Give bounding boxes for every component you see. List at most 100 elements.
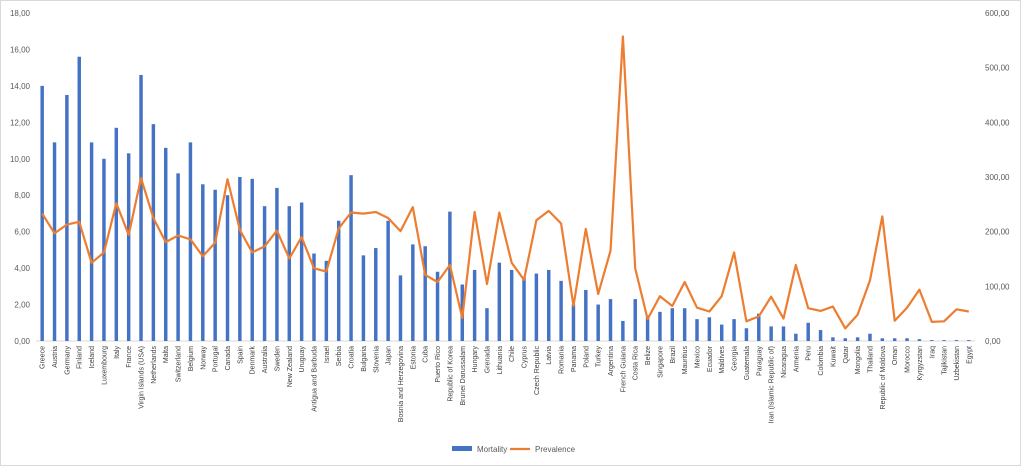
bar-mortality: [954, 340, 959, 341]
bar-mortality: [719, 324, 724, 341]
bar-mortality: [547, 269, 551, 341]
x-category-label: Finland: [77, 346, 84, 369]
bar-mortality: [806, 322, 810, 341]
legend-label-prevalence: Prevalence: [535, 445, 576, 454]
y-right-tick-label: 100,00: [985, 282, 1010, 291]
bar-mortality: [188, 142, 193, 341]
bar-mortality: [299, 202, 304, 341]
bar-mortality: [892, 338, 897, 341]
bar-mortality: [559, 280, 563, 341]
x-category-label: Guatemala: [744, 346, 751, 380]
bar-mortality: [818, 330, 823, 341]
bar-mortality: [967, 340, 971, 341]
bar-mortality: [349, 175, 353, 341]
bar-mortality: [584, 289, 588, 341]
x-category-label: Morocco: [905, 346, 912, 373]
x-category-label: Maldives: [719, 346, 726, 374]
bar-mortality: [201, 184, 205, 341]
bar-mortality: [151, 124, 156, 342]
bar-mortality: [324, 260, 329, 341]
bar-mortality: [534, 273, 539, 341]
x-category-label: Antigua and Barbuda: [311, 346, 318, 412]
x-category-label: French Guiana: [620, 346, 627, 392]
bar-mortality: [386, 220, 390, 341]
y-left-tick-label: 14,00: [10, 82, 31, 91]
x-category-label: Denmark: [250, 346, 257, 375]
bar-mortality: [757, 313, 761, 341]
bar-mortality: [448, 211, 452, 341]
bar-mortality: [52, 142, 57, 341]
bar-mortality: [238, 177, 242, 341]
bar-mortality: [942, 340, 946, 341]
bar-mortality: [732, 319, 736, 341]
bar-mortality: [374, 248, 378, 341]
bar-mortality: [213, 189, 217, 341]
x-category-label: Puerto Rico: [435, 346, 442, 383]
x-category-label: Turkey: [596, 346, 603, 368]
bar-mortality: [472, 269, 477, 341]
bar-mortality: [794, 333, 798, 341]
x-category-label: Estonia: [410, 346, 417, 369]
x-category-label: Argentina: [608, 346, 615, 376]
y-left-tick-label: 12,00: [10, 118, 31, 127]
x-category-label: Australia: [262, 346, 269, 373]
bar-mortality: [40, 85, 44, 341]
bar-mortality: [485, 308, 489, 341]
x-category-label: Sweden: [274, 346, 281, 371]
x-category-label: Iceland: [89, 346, 96, 369]
x-category-label: Romania: [559, 346, 566, 374]
bar-mortality: [905, 338, 909, 341]
x-category-label: Mexico: [695, 346, 702, 368]
bar-mortality: [65, 95, 69, 341]
bar-mortality: [868, 333, 872, 341]
x-category-label: Luxembourg: [101, 346, 108, 385]
x-category-label: Ecuador: [707, 345, 714, 372]
bar-mortality: [423, 246, 427, 341]
x-category-label: Iran (Islamic Republic of): [769, 346, 776, 423]
bar-mortality: [744, 328, 749, 341]
x-category-label: Portugal: [213, 346, 220, 373]
x-category-label: Italy: [114, 346, 121, 359]
x-category-label: Kuwait: [830, 346, 837, 367]
bar-mortality: [880, 338, 885, 341]
x-category-label: Japan: [386, 346, 393, 365]
bar-mortality: [608, 299, 613, 341]
bar-mortality: [682, 308, 687, 341]
x-category-label: Spain: [237, 346, 244, 364]
x-category-label: Norway: [200, 346, 207, 370]
bar-mortality: [633, 299, 637, 341]
x-category-label: Panama: [571, 346, 578, 372]
x-category-label: Iraq: [929, 346, 936, 358]
line-prevalence: [41, 35, 969, 330]
bar-mortality: [287, 206, 292, 341]
y-left-tick-label: 6,00: [14, 228, 30, 237]
x-category-label: Poland: [583, 346, 590, 368]
bar-mortality: [435, 271, 440, 341]
bar-mortality: [225, 195, 230, 341]
x-category-label: Colombia: [818, 346, 825, 376]
x-category-label: Uruguay: [299, 346, 306, 373]
bar-mortality: [139, 74, 143, 341]
bar-mortality: [571, 304, 576, 341]
bar-mortality: [843, 338, 847, 341]
x-category-label: Oman: [892, 346, 899, 365]
bar-mortality: [522, 277, 526, 341]
x-category-label: Mongolia: [855, 346, 862, 375]
bar-mortality: [312, 253, 316, 341]
x-category-label: Republic of Korea: [447, 346, 454, 402]
bar-mortality: [658, 311, 662, 341]
x-category-label: Croatia: [349, 346, 356, 369]
y-left-tick-label: 8,00: [14, 191, 30, 200]
x-category-label: Brazil: [670, 346, 677, 364]
x-category-label: Virgin Islands (USA): [139, 346, 146, 409]
x-category-label: Austria: [52, 346, 59, 368]
y-right-tick-label: 500,00: [985, 64, 1010, 73]
x-category-label: Belgium: [188, 346, 195, 371]
x-category-label: Bosnia and Herzegovina: [398, 346, 405, 422]
x-category-label: Serbia: [336, 346, 343, 366]
bar-mortality: [398, 275, 403, 341]
bar-mortality: [336, 220, 341, 341]
y-right-tick-label: 200,00: [985, 228, 1010, 237]
